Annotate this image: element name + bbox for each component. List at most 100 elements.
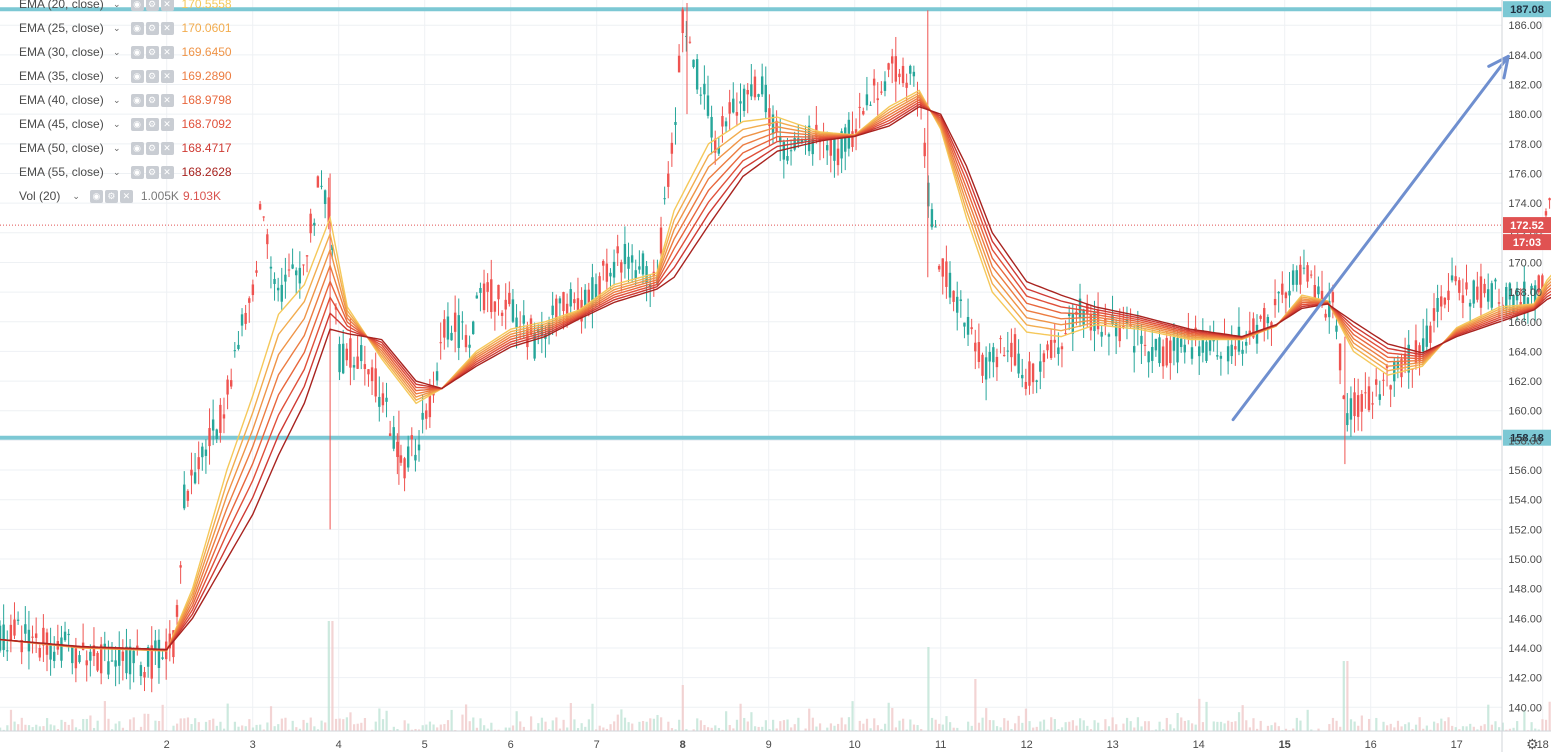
volume-bar bbox=[1494, 721, 1497, 731]
close-icon[interactable]: ✕ bbox=[119, 189, 133, 203]
gear-icon[interactable]: ⚙ bbox=[145, 21, 159, 35]
volume-bar bbox=[862, 723, 865, 731]
eye-icon[interactable]: ◉ bbox=[130, 141, 144, 155]
chevron-down-icon[interactable]: ⌄ bbox=[113, 118, 121, 129]
chevron-down-icon[interactable]: ⌄ bbox=[113, 22, 121, 33]
eye-icon[interactable]: ◉ bbox=[130, 117, 144, 131]
volume-bar bbox=[602, 727, 605, 731]
chevron-down-icon[interactable]: ⌄ bbox=[113, 142, 121, 153]
gear-icon[interactable]: ⚙ bbox=[145, 165, 159, 179]
legend-ema-20[interactable]: EMA (20, close) ⌄ ◉ ⚙ ✕ 170.5558 bbox=[0, 0, 232, 16]
candle-body bbox=[435, 371, 439, 381]
volume-bar bbox=[956, 727, 959, 731]
chevron-down-icon[interactable]: ⌄ bbox=[113, 0, 121, 9]
legend-ema-40[interactable]: EMA (40, close) ⌄ ◉ ⚙ ✕ 168.9798 bbox=[0, 88, 232, 112]
legend-ema-25[interactable]: EMA (25, close) ⌄ ◉ ⚙ ✕ 170.0601 bbox=[0, 16, 232, 40]
volume-bar bbox=[537, 723, 540, 731]
chevron-down-icon[interactable]: ⌄ bbox=[113, 46, 121, 57]
eye-icon[interactable]: ◉ bbox=[130, 21, 144, 35]
ema-ribbon bbox=[0, 89, 1551, 652]
volume-bar bbox=[1498, 727, 1501, 731]
gear-icon[interactable]: ⚙ bbox=[145, 93, 159, 107]
eye-icon[interactable]: ◉ bbox=[130, 93, 144, 107]
volume-bar bbox=[920, 729, 923, 731]
time-tick-label: 9 bbox=[766, 739, 772, 751]
volume-bar bbox=[1064, 722, 1067, 731]
gear-icon[interactable]: ⚙ bbox=[104, 189, 118, 203]
candle-body bbox=[500, 312, 504, 316]
close-icon[interactable]: ✕ bbox=[160, 141, 174, 155]
volume-bar bbox=[1104, 719, 1107, 731]
legend-ema-45[interactable]: EMA (45, close) ⌄ ◉ ⚙ ✕ 168.7092 bbox=[0, 112, 232, 136]
eye-icon[interactable]: ◉ bbox=[130, 69, 144, 83]
candle-body bbox=[952, 290, 955, 302]
candle-body bbox=[695, 59, 699, 90]
time-tick-label: 7 bbox=[594, 739, 600, 751]
candle-body bbox=[360, 345, 363, 362]
volume-bar bbox=[428, 721, 432, 731]
legend-ema-55[interactable]: EMA (55, close) ⌄ ◉ ⚙ ✕ 168.2628 bbox=[0, 160, 232, 184]
gear-icon[interactable]: ⚙ bbox=[145, 45, 159, 59]
volume-bar bbox=[775, 728, 778, 731]
candle-body bbox=[1440, 296, 1443, 307]
volume-bar bbox=[53, 725, 56, 731]
volume-bar bbox=[1079, 718, 1082, 731]
candle-body bbox=[1515, 288, 1519, 301]
close-icon[interactable]: ✕ bbox=[160, 45, 174, 59]
chevron-down-icon[interactable]: ⌄ bbox=[113, 166, 121, 177]
volume-bar bbox=[1436, 723, 1439, 731]
legend-ema-50[interactable]: EMA (50, close) ⌄ ◉ ⚙ ✕ 168.4717 bbox=[0, 136, 232, 160]
legend-ema-30[interactable]: EMA (30, close) ⌄ ◉ ⚙ ✕ 169.6450 bbox=[0, 40, 232, 64]
volume-bar bbox=[1443, 721, 1447, 731]
gear-icon[interactable]: ⚙ bbox=[145, 117, 159, 131]
chevron-down-icon[interactable]: ⌄ bbox=[72, 190, 80, 201]
gear-icon[interactable]: ⚙ bbox=[1526, 737, 1539, 752]
candle-body bbox=[201, 446, 204, 458]
close-icon[interactable]: ✕ bbox=[160, 93, 174, 107]
volume-bar bbox=[1172, 728, 1176, 731]
volume-bar bbox=[443, 724, 446, 731]
chevron-down-icon[interactable]: ⌄ bbox=[113, 70, 121, 81]
gear-icon[interactable]: ⚙ bbox=[145, 69, 159, 83]
candle-body bbox=[1064, 333, 1067, 335]
volume-bar bbox=[992, 720, 995, 731]
legend-ema-35[interactable]: EMA (35, close) ⌄ ◉ ⚙ ✕ 169.2890 bbox=[0, 64, 232, 88]
candle-body bbox=[1472, 280, 1475, 304]
close-icon[interactable]: ✕ bbox=[160, 0, 174, 11]
eye-icon[interactable]: ◉ bbox=[130, 45, 144, 59]
close-icon[interactable]: ✕ bbox=[160, 165, 174, 179]
volume-bar bbox=[1122, 723, 1125, 731]
eye-icon[interactable]: ◉ bbox=[89, 189, 103, 203]
close-icon[interactable]: ✕ bbox=[160, 117, 174, 131]
gear-icon[interactable]: ⚙ bbox=[145, 0, 159, 11]
volume-bar bbox=[1274, 722, 1277, 731]
volume-bar bbox=[1068, 721, 1071, 731]
volume-bar bbox=[154, 720, 157, 731]
volume-bar bbox=[1140, 726, 1143, 731]
volume-bar bbox=[1136, 717, 1140, 731]
candle-body bbox=[984, 357, 988, 380]
close-icon[interactable]: ✕ bbox=[160, 21, 174, 35]
volume-bar bbox=[147, 713, 150, 731]
eye-icon[interactable]: ◉ bbox=[130, 0, 144, 11]
volume-bar bbox=[320, 720, 323, 731]
volume-bar bbox=[107, 718, 110, 731]
close-icon[interactable]: ✕ bbox=[160, 69, 174, 83]
gear-icon[interactable]: ⚙ bbox=[145, 141, 159, 155]
legend-label: Vol (20) bbox=[19, 189, 61, 203]
eye-icon[interactable]: ◉ bbox=[130, 165, 144, 179]
legend-volume[interactable]: Vol (20) ⌄ ◉ ⚙ ✕ 1.005K 9.103K bbox=[0, 184, 232, 208]
candle-body bbox=[966, 316, 970, 335]
volume-bar bbox=[1205, 701, 1208, 731]
candle-body bbox=[862, 111, 865, 115]
chevron-down-icon[interactable]: ⌄ bbox=[113, 94, 121, 105]
candle-body bbox=[1335, 325, 1338, 332]
volume-bar bbox=[540, 717, 544, 731]
volume-bar bbox=[64, 721, 67, 731]
volume-bar bbox=[1367, 718, 1371, 731]
volume-bar bbox=[804, 728, 807, 731]
candle-body bbox=[724, 121, 728, 127]
volume-bar bbox=[27, 725, 31, 731]
candle-body bbox=[728, 102, 731, 114]
